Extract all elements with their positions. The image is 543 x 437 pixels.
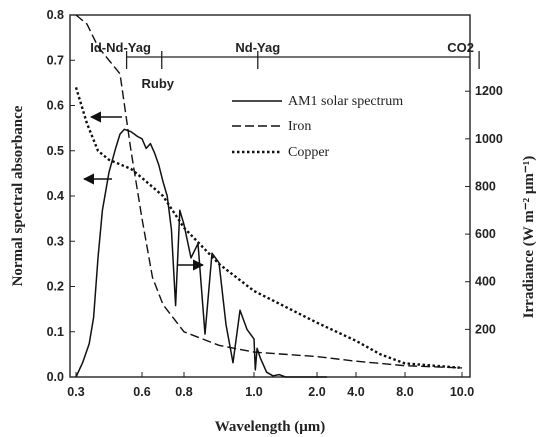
x-tick-label: 0.3 (67, 385, 84, 399)
series-iron: Iron (75, 14, 463, 369)
y2-axis-title: Irradiance (W m⁻² μm⁻¹) (521, 156, 537, 319)
x-tick-label: 2.0 (308, 385, 325, 399)
x-axis-title: Wavelength (μm) (215, 419, 326, 435)
y2-tick-label: 400 (475, 275, 496, 289)
laser-marker-label: Nd-Yag (235, 40, 280, 55)
y-tick-label: 0.2 (47, 280, 64, 294)
series-copper: Copper (74, 87, 463, 370)
x-tick-label: 0.8 (175, 385, 192, 399)
x-tick-label: 8.0 (396, 385, 413, 399)
y-tick-label: 0.0 (47, 370, 64, 384)
y-axis-title: Normal spectral absorbance (10, 105, 26, 286)
x-tick-label: 1.0 (245, 385, 262, 399)
laser-marker-label: Id-Nd-Yag (90, 40, 151, 55)
y-tick-label: 0.5 (47, 144, 64, 158)
x-tick-label: 10.0 (450, 385, 474, 399)
y2-tick-label: 1000 (475, 132, 503, 146)
laser-marker-label: Ruby (141, 76, 174, 91)
legend: AM1 solar spectrum Iron Copper (232, 94, 403, 160)
y-tick-label: 0.7 (47, 53, 64, 67)
legend-entry-label: Iron (288, 119, 311, 134)
laser-markers: Id-Nd-Yag Ruby Nd-Yag CO2 (90, 40, 480, 91)
y2-tick-label: 1200 (475, 84, 503, 98)
y-tick-label: 0.4 (47, 189, 64, 203)
axis-ticks: 0.3 0.6 0.8 1.0 2.0 4.0 8.0 10.0 0.0 0.1 0.2 0.3 0.4… (47, 8, 503, 399)
x-tick-label: 0.6 (133, 385, 150, 399)
y2-tick-label: 800 (475, 179, 496, 193)
legend-entry-label: Copper (288, 145, 330, 160)
y-tick-label: 0.8 (47, 8, 64, 22)
y-tick-label: 0.3 (47, 234, 64, 248)
axis-arrows (82, 111, 205, 271)
laser-marker-label: CO2 (447, 40, 474, 55)
y2-tick-label: 200 (475, 322, 496, 336)
y2-tick-label: 600 (475, 227, 496, 241)
legend-entry-label: AM1 solar spectrum (288, 94, 403, 109)
y-tick-label: 0.6 (47, 99, 64, 113)
x-tick-label: 4.0 (347, 385, 364, 399)
y-tick-label: 0.1 (47, 325, 64, 339)
plot-frame (69, 14, 471, 378)
series-am1-solar-spectrum: AM1 solar spectrum (75, 128, 327, 378)
